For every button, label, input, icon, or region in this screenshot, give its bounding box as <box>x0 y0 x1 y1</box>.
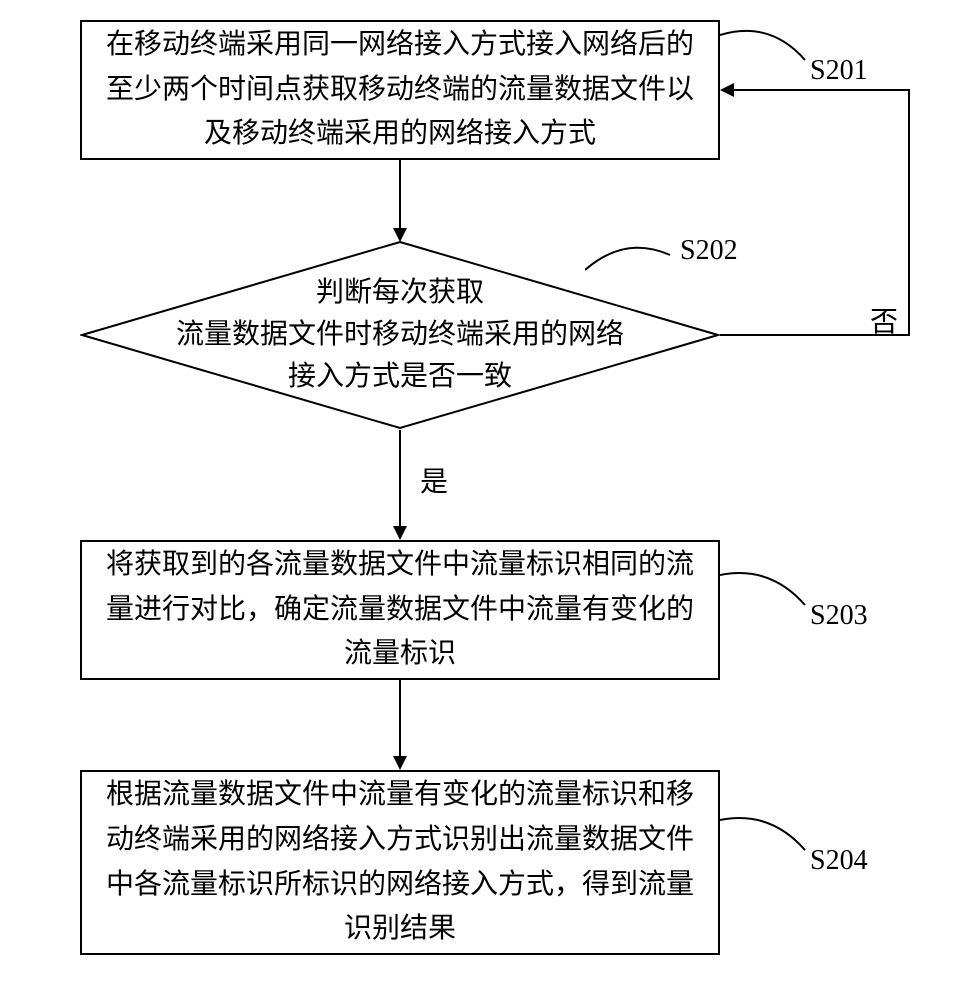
step-s204-text: 根据流量数据文件中流量有变化的流量标识和移动终端采用的网络接入方式识别出流量数据… <box>102 773 698 952</box>
label-s201: S201 <box>810 55 868 87</box>
s202-line3: 接入方式是否一致 <box>176 356 624 398</box>
no-arrowhead <box>720 83 734 97</box>
s202-line2: 流量数据文件时移动终端采用的网络 <box>176 314 624 356</box>
no-h1 <box>720 334 910 336</box>
s202-line1: 判断每次获取 <box>176 272 624 314</box>
label-s203: S203 <box>810 600 868 632</box>
step-s204-box: 根据流量数据文件中流量有变化的流量标识和移动终端采用的网络接入方式识别出流量数据… <box>80 770 720 955</box>
step-s201-box: 在移动终端采用同一网络接入方式接入网络后的至少两个时间点获取移动终端的流量数据文… <box>80 20 720 160</box>
yes-label: 是 <box>420 460 448 500</box>
arrow-s203-s204 <box>399 680 401 758</box>
no-h2 <box>734 89 910 91</box>
label-s202: S202 <box>680 235 738 267</box>
no-v <box>908 90 910 336</box>
step-s203-box: 将获取到的各流量数据文件中流量标识相同的流量进行对比，确定流量数据文件中流量有变… <box>80 540 720 680</box>
label-s204: S204 <box>810 845 868 877</box>
arrow-head-s203-s204 <box>393 756 407 770</box>
step-s201-text: 在移动终端采用同一网络接入方式接入网络后的至少两个时间点获取移动终端的流量数据文… <box>102 23 698 157</box>
arrow-s201-s202 <box>399 160 401 230</box>
yes-line <box>399 430 401 528</box>
yes-arrowhead <box>393 526 407 540</box>
step-s203-text: 将获取到的各流量数据文件中流量标识相同的流量进行对比，确定流量数据文件中流量有变… <box>102 543 698 677</box>
